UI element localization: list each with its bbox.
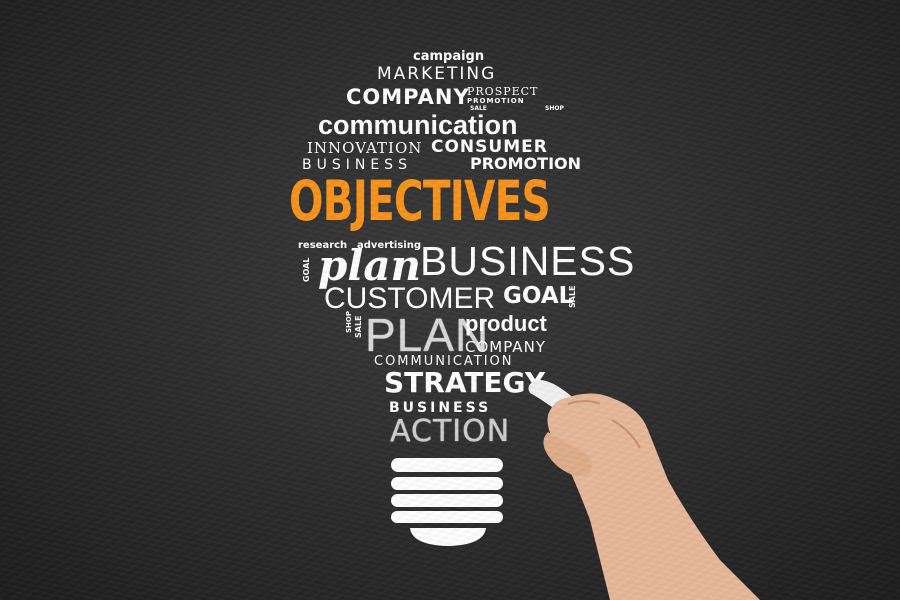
word-product: product xyxy=(465,311,547,336)
word-customer: CUSTOMER xyxy=(324,282,496,315)
word-strategy: STRATEGY xyxy=(384,366,546,399)
word-promotion: PROMOTION xyxy=(470,154,582,173)
word-advertising: advertising xyxy=(357,240,422,251)
word-business-bottom: BUSINESS xyxy=(389,400,492,416)
word-objectives: OBJECTIVES xyxy=(289,169,551,233)
word-promotion-small: PROMOTION xyxy=(467,97,525,105)
word-action: ACTION xyxy=(390,414,511,449)
word-innovation: INNOVATION xyxy=(307,139,423,157)
word-marketing: MARKETING xyxy=(377,64,497,84)
word-prospect: PROSPECT xyxy=(467,85,539,98)
hand-holding-chalk xyxy=(528,379,760,600)
word-sale-small: SALE xyxy=(470,105,487,112)
word-campaign: campaign xyxy=(413,49,485,64)
word-business-spaced: BUSINESS xyxy=(302,157,412,173)
word-company: COMPANY xyxy=(346,85,470,109)
word-business-large: BUSINESS xyxy=(420,238,636,284)
word-plan-caps: PLAN xyxy=(365,309,490,361)
word-plan-script: plan xyxy=(318,241,422,290)
word-shop-small: SHOP xyxy=(545,105,564,112)
word-communication-caps: COMMUNICATION xyxy=(374,354,514,369)
lightbulb-base-icon xyxy=(391,458,503,546)
word-company-small: COMPANY xyxy=(465,338,546,356)
word-communication: communication xyxy=(318,110,518,140)
word-consumer: CONSUMER xyxy=(431,137,548,157)
word-research: research xyxy=(298,240,348,251)
word-goal: GOAL xyxy=(503,283,574,309)
